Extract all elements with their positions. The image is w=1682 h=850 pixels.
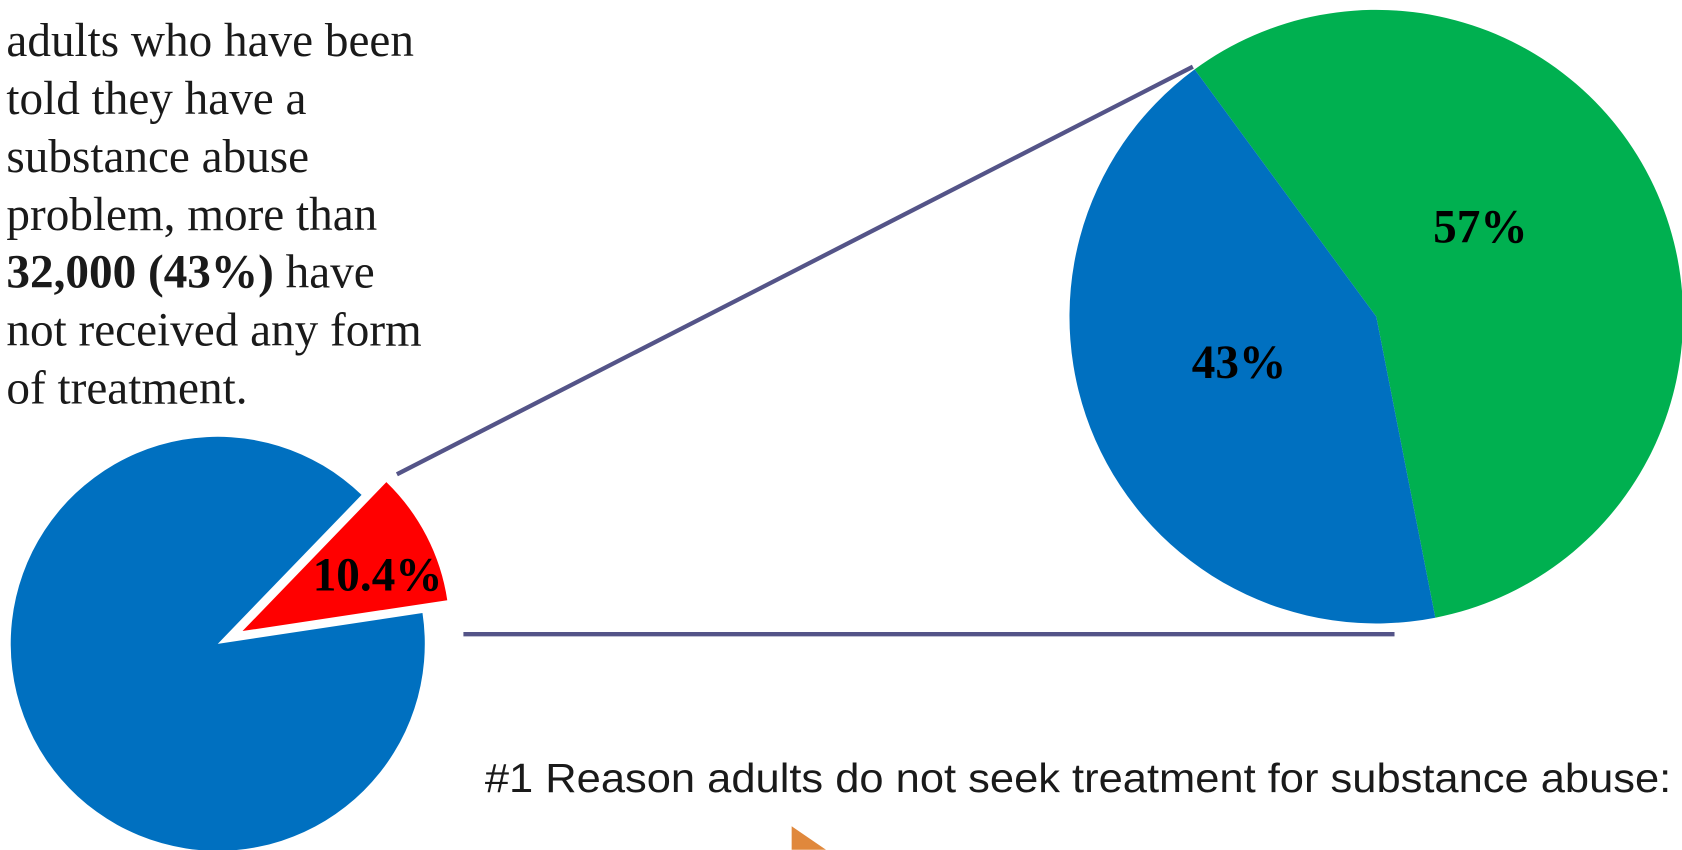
data-label: 10.4% [313,549,443,601]
text-run: not received any form [6,305,421,357]
paragraph: adults who have been told they have a subs… [6,15,421,415]
text-run: substance abuse [6,131,309,183]
paragraph-line: substance abuse [6,131,309,183]
text-run: of treatment. [6,363,247,415]
pie-slice [1069,69,1436,624]
text-run: adults who have been [6,15,414,67]
pie-slice [242,482,448,632]
text-run: problem, more than [6,189,377,241]
subtitle: #1 Reason adults do not seek treatment f… [485,755,1671,801]
paragraph-line: problem, more than [6,189,377,241]
data-label: 57% [1433,202,1527,254]
bold-text: 32,000 (43%) [6,247,273,299]
paragraph-line: not received any form [6,305,421,357]
text-run: told they have a [6,73,306,125]
arrow-shape [791,826,826,850]
pie-slice [1194,9,1682,618]
connector-line [395,64,1194,477]
paragraph-line: 32,000 (43%) have [6,247,374,299]
data-label: 43% [1192,337,1286,389]
paragraph-line: told they have a [6,73,306,125]
paragraph-line: of treatment. [6,363,247,415]
text-run: have [274,247,375,299]
paragraph-line: adults who have been [6,15,414,67]
pie-slice [10,436,425,850]
